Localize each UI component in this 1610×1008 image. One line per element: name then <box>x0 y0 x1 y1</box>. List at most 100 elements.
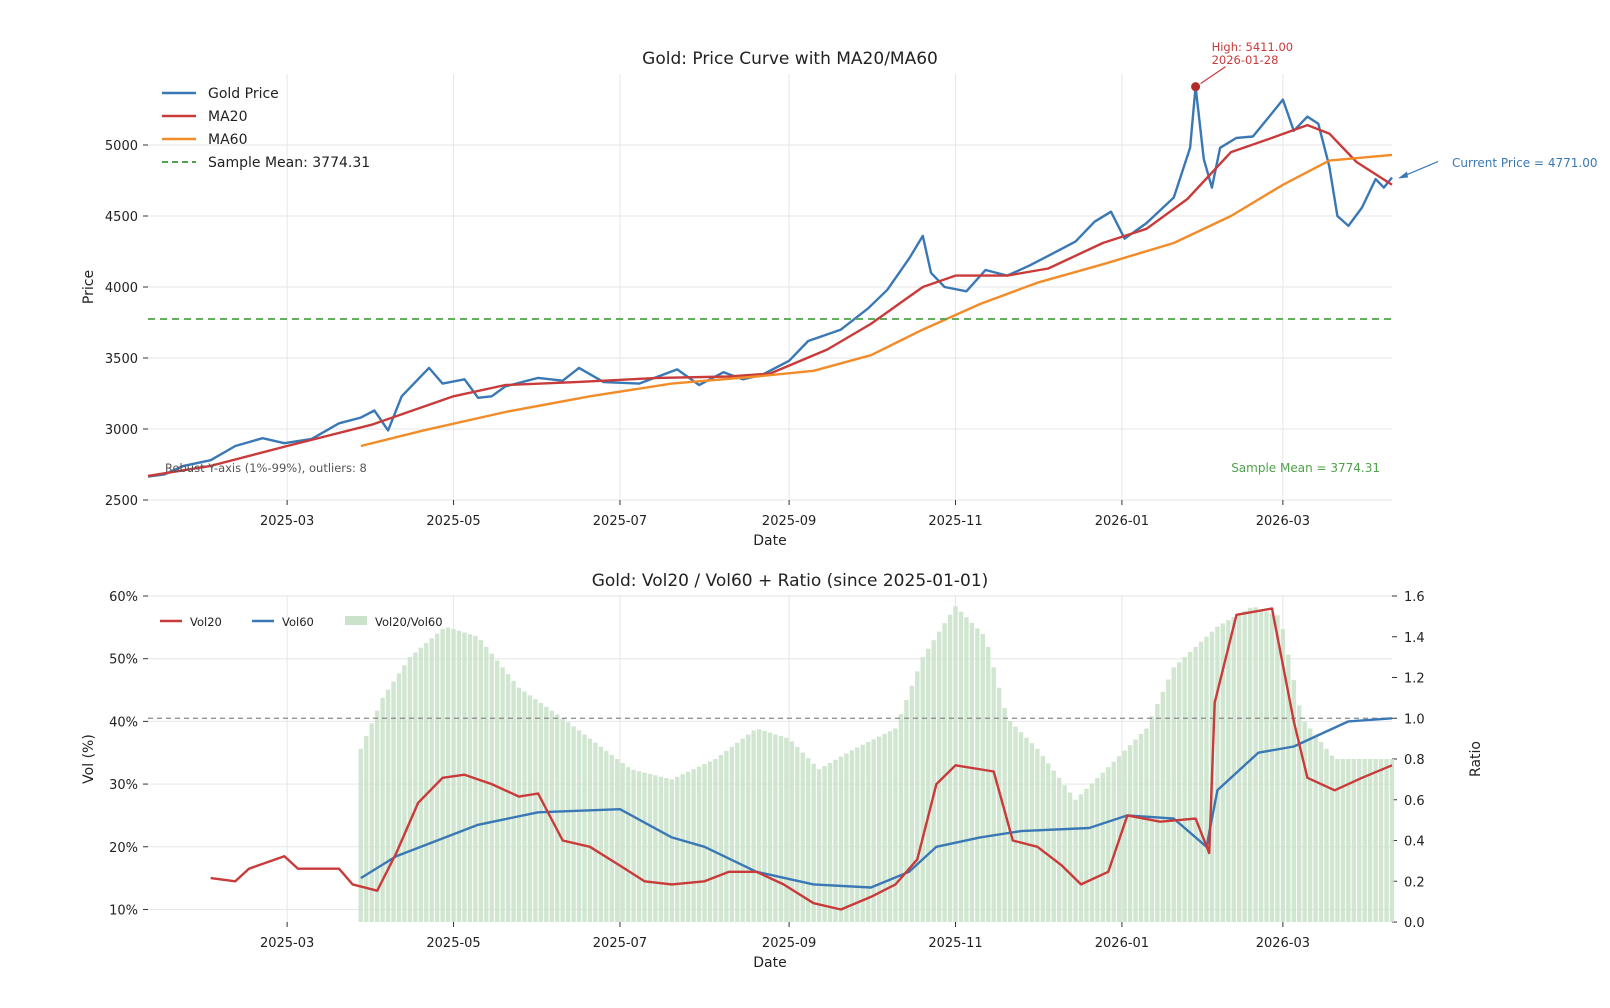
ratio-bar <box>827 762 833 922</box>
ratio-bar <box>1171 667 1176 922</box>
ratio-bar <box>1286 654 1291 922</box>
chart-title: Gold: Price Curve with MA20/MA60 <box>642 49 938 69</box>
y-tick-label: 60% <box>109 590 138 605</box>
ratio-bar <box>516 687 522 922</box>
ratio-bar <box>762 730 767 922</box>
ratio-bar <box>418 647 424 922</box>
y-axis-label: Vol (%) <box>81 734 97 784</box>
ratio-bar <box>533 699 538 922</box>
ratio-bar <box>1193 646 1198 922</box>
ratio-bar <box>800 752 805 922</box>
ratio-bar <box>615 759 620 922</box>
ratio-bar <box>440 628 445 922</box>
ratio-bar <box>1018 732 1024 922</box>
ratio-bar <box>467 634 473 922</box>
ratio-bar <box>866 742 871 922</box>
ratio-bar <box>1073 799 1078 922</box>
ratio-bar <box>915 671 920 922</box>
legend-label: Vol20/Vol60 <box>375 615 443 629</box>
ratio-bar <box>424 643 429 922</box>
ratio-bar <box>1384 759 1389 922</box>
ratio-bar <box>1335 759 1340 922</box>
ratio-bar <box>1160 691 1166 922</box>
ratio-bar <box>1351 759 1357 922</box>
current-price-arrowhead <box>1398 171 1408 179</box>
ratio-bar <box>1357 759 1362 922</box>
ratio-bar <box>685 771 691 922</box>
ratio-bar <box>887 731 893 922</box>
legend-swatch <box>345 616 367 625</box>
ratio-bar <box>991 667 996 922</box>
ratio-bar <box>702 764 707 922</box>
high-annotation-label: 2026-01-28 <box>1212 53 1279 67</box>
ratio-bar <box>740 738 745 922</box>
ma60-line <box>360 153 1393 448</box>
ratio-bar <box>756 729 762 922</box>
ratio-bar <box>1062 785 1067 922</box>
ratio-bar <box>358 748 363 922</box>
ratio-bar <box>1133 739 1138 922</box>
ratio-bar <box>593 742 598 922</box>
ratio-bar <box>1007 721 1013 922</box>
ratio-bar <box>1100 772 1106 922</box>
ratio-bar <box>527 695 533 922</box>
ratio-bar <box>1275 615 1280 922</box>
ratio-bar <box>658 776 664 922</box>
x-tick-label: 2025-09 <box>762 936 816 951</box>
ratio-bar <box>434 633 440 922</box>
ratio-bar <box>909 685 915 922</box>
ratio-bar <box>1253 607 1258 922</box>
ratio-bar <box>642 772 647 922</box>
ratio-bar <box>1215 626 1220 922</box>
ratio-bar <box>860 744 865 922</box>
ratio-bar <box>1122 750 1127 922</box>
y-tick-label: 40% <box>109 715 138 730</box>
ratio-bar <box>707 761 713 922</box>
y2-tick-label: 1.2 <box>1404 672 1425 687</box>
ratio-bar <box>500 667 505 922</box>
ratio-bar <box>1013 726 1018 922</box>
y-axis-label: Price <box>81 270 97 304</box>
ratio-bar <box>1155 703 1160 922</box>
x-tick-label: 2025-11 <box>928 514 982 529</box>
ratio-bar <box>1089 783 1095 922</box>
ratio-bar <box>604 750 609 922</box>
ratio-bar <box>1040 756 1046 922</box>
ratio-bar <box>1084 788 1089 922</box>
ratio-bar <box>560 718 565 922</box>
x-tick-label: 2025-11 <box>928 936 982 951</box>
x-tick-label: 2025-09 <box>762 514 816 529</box>
ratio-bar <box>844 753 849 922</box>
ratio-bar <box>1389 759 1395 922</box>
ratio-bar <box>1329 755 1335 922</box>
ratio-bar <box>751 730 756 922</box>
x-tick-label: 2025-03 <box>260 514 314 529</box>
ratio-bar <box>1231 617 1236 922</box>
ratio-bar <box>1362 759 1367 922</box>
y-tick-label: 10% <box>109 903 138 918</box>
ratio-bar <box>675 776 680 922</box>
ratio-bar <box>1247 607 1253 922</box>
ratio-bar <box>1056 777 1062 922</box>
current-price-label: Current Price = 4771.00 <box>1452 156 1597 170</box>
x-tick-label: 2025-05 <box>426 514 480 529</box>
ratio-bar <box>849 750 855 922</box>
ratio-bar <box>1264 611 1269 922</box>
ratio-bar <box>402 665 407 922</box>
ratio-bar <box>391 681 396 922</box>
high-annotation-arrow <box>1200 66 1226 85</box>
ratio-bar <box>582 734 587 922</box>
sample-mean-label: Sample Mean = 3774.31 <box>1231 461 1380 475</box>
ratio-bar <box>838 756 844 922</box>
ratio-bar <box>1035 748 1040 922</box>
ratio-bar <box>1177 662 1182 922</box>
ratio-bar <box>805 758 811 922</box>
ratio-bar <box>1226 620 1231 922</box>
ratio-bar <box>947 614 953 922</box>
ratio-bar <box>374 710 380 922</box>
ratio-bar <box>773 734 778 922</box>
ratio-bar <box>1198 641 1204 922</box>
ratio-bar <box>1067 792 1073 922</box>
ratio-bar <box>484 646 489 922</box>
y2-tick-label: 0.6 <box>1404 794 1425 809</box>
